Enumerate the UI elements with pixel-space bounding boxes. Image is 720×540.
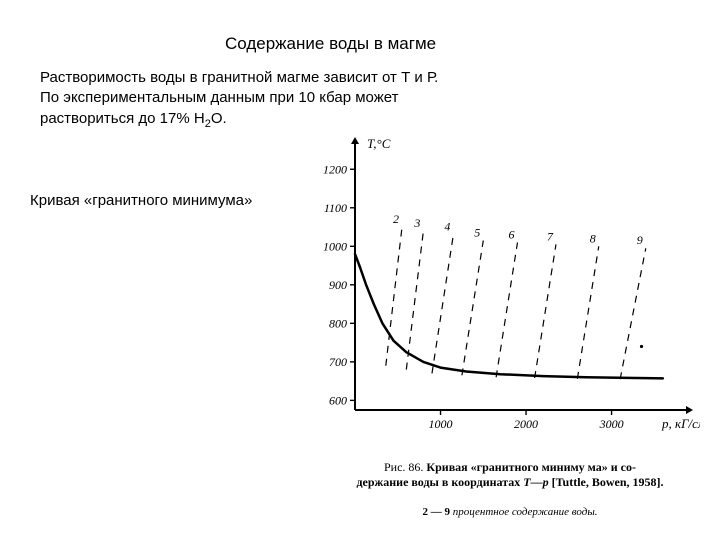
svg-text:5: 5 [474,226,480,240]
svg-text:600: 600 [329,393,347,407]
legend-range: 2 — 9 [422,506,450,518]
caption-prefix: Рис. 86. [384,460,423,474]
para-line-3: раствориться до 17% H [40,110,205,127]
legend-text: процентное содержание воды. [453,506,598,518]
para-line-2: По экспериментальным данным при 10 кбар … [40,89,398,106]
svg-text:2: 2 [393,212,399,226]
h2o-tail: O. [211,110,227,127]
svg-text:1000: 1000 [429,417,453,431]
svg-text:8: 8 [590,231,596,245]
svg-text:1100: 1100 [324,201,347,215]
svg-text:1200: 1200 [323,162,347,176]
svg-text:1000: 1000 [323,239,347,253]
svg-text:900: 900 [329,278,347,292]
caption-tp: T—p [523,475,548,489]
svg-text:7: 7 [547,229,554,243]
svg-text:700: 700 [329,355,347,369]
para-line-1: Растворимость воды в гранитной магме зав… [40,69,438,86]
svg-text:6: 6 [509,227,515,241]
svg-text:2000: 2000 [514,417,538,431]
intro-paragraph: Растворимость воды в гранитной магме зав… [40,68,438,131]
figure-caption: Рис. 86. Кривая «гранитного миниму ма» и… [330,460,690,490]
curve-label: Кривая «гранитного минимума» [30,192,252,209]
chart-container: 600 700 800 900 1000 1100 1200 1000 2000 3000 T,°C… [300,130,700,450]
caption-main: Кривая «гранитного миниму ма» и со- [426,460,636,474]
page-title: Содержание воды в магме [225,34,436,54]
svg-text:3000: 3000 [599,417,624,431]
svg-text:T,°C: T,°C [367,136,391,151]
caption-line2: держание воды в координатах [356,475,520,489]
caption-ref: [Tuttle, Bowen, 1958]. [552,475,664,489]
svg-text:9: 9 [637,233,643,247]
svg-text:4: 4 [444,220,450,234]
granite-minimum-chart: 600 700 800 900 1000 1100 1200 1000 2000 3000 T,°C… [300,130,700,450]
svg-text:3: 3 [413,216,420,230]
svg-text:800: 800 [329,316,347,330]
legend-note: 2 — 9 процентное содержание воды. [330,506,690,518]
svg-text:p, кГ/см: p, кГ/см [661,416,700,431]
